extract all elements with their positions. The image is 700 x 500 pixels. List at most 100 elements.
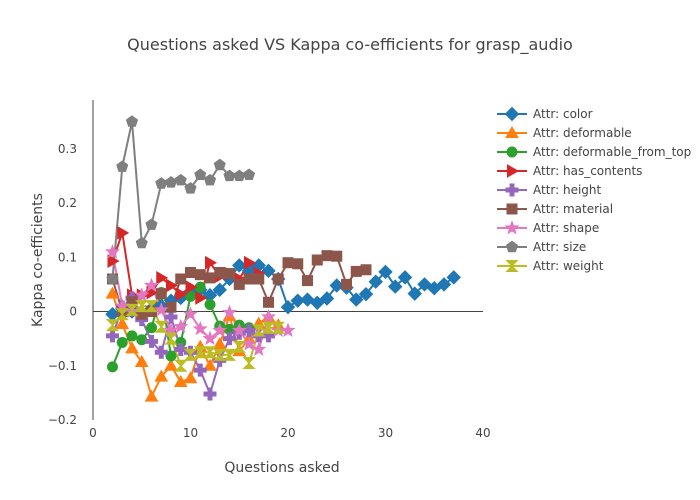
data-point: [244, 255, 257, 270]
y-tick-label: 0.2: [58, 196, 77, 210]
data-point: [319, 291, 335, 306]
legend-marker: [504, 106, 520, 122]
data-point: [185, 266, 196, 278]
legend-marker: [505, 240, 519, 253]
legend-item[interactable]: Attr: has_contents: [497, 164, 642, 178]
data-point: [341, 278, 352, 290]
data-point: [242, 357, 256, 370]
legend[interactable]: Attr: color Attr: deformable Attr: deforma…: [497, 106, 691, 273]
data-point: [212, 322, 228, 337]
data-point: [331, 250, 343, 262]
data-point: [205, 255, 218, 270]
data-point: [397, 270, 413, 285]
data-point: [125, 303, 139, 316]
data-point: [213, 158, 226, 171]
legend-label: Attr: material: [533, 202, 613, 216]
y-tick-label: 0.1: [58, 250, 77, 264]
data-point: [173, 375, 188, 388]
data-point: [203, 346, 217, 359]
legend-item[interactable]: Attr: shape: [497, 220, 599, 235]
data-point: [223, 332, 236, 346]
legend-item[interactable]: Attr: material: [497, 202, 613, 216]
data-point: [388, 279, 403, 294]
data-point: [204, 298, 216, 310]
legend-item[interactable]: Attr: color: [497, 106, 593, 122]
legend-item[interactable]: Attr: deformable_from_top: [497, 145, 691, 159]
plot-area: [104, 115, 461, 402]
data-point: [302, 275, 313, 287]
legend-label: Attr: shape: [533, 221, 599, 235]
legend-marker: [504, 220, 520, 235]
data-point: [116, 160, 129, 172]
legend-marker: [505, 183, 519, 197]
x-axis-title: Questions asked: [224, 460, 339, 476]
data-point: [368, 274, 383, 289]
data-point: [203, 173, 217, 186]
data-point: [349, 292, 364, 307]
data-point: [185, 280, 198, 294]
data-point: [311, 254, 323, 266]
data-point: [115, 316, 130, 329]
data-point: [446, 270, 461, 285]
data-point: [107, 361, 118, 373]
data-point: [105, 286, 120, 299]
y-tick-label: −0.2: [48, 413, 77, 427]
data-point: [143, 277, 160, 292]
legend-item[interactable]: Attr: height: [497, 183, 602, 197]
legend-label: Attr: has_contents: [533, 164, 642, 178]
x-tick-label: 30: [378, 426, 393, 440]
data-point: [292, 258, 304, 270]
series-markers: [107, 250, 372, 320]
data-point: [173, 318, 189, 334]
data-point: [134, 287, 150, 302]
chart-title: Questions asked VS Kappa co-efficients f…: [127, 35, 573, 55]
legend-label: Attr: weight: [533, 259, 604, 273]
legend-item[interactable]: Attr: weight: [497, 259, 604, 273]
x-tick-label: 10: [183, 426, 198, 440]
legend-label: Attr: deformable: [533, 126, 632, 140]
data-point: [106, 329, 119, 343]
legend-item[interactable]: Attr: size: [497, 240, 586, 254]
data-point: [212, 282, 227, 298]
data-point: [154, 345, 168, 359]
data-point: [126, 330, 138, 342]
data-point: [280, 299, 296, 315]
legend-marker: [505, 260, 519, 272]
data-point: [106, 272, 119, 285]
data-point: [194, 269, 206, 281]
data-point: [107, 254, 120, 268]
legend-marker: [505, 125, 519, 138]
legend-item[interactable]: Attr: deformable: [497, 125, 632, 140]
data-point: [195, 291, 208, 305]
data-point: [165, 350, 177, 362]
data-point: [272, 273, 284, 285]
data-point: [144, 300, 159, 313]
legend-label: Attr: size: [533, 240, 586, 254]
data-point: [233, 278, 245, 290]
data-point: [146, 322, 157, 334]
data-point: [407, 286, 422, 301]
data-point: [175, 287, 188, 302]
data-point: [214, 266, 226, 278]
data-point: [321, 250, 333, 262]
data-point: [194, 168, 207, 180]
data-point: [183, 348, 198, 361]
data-point: [204, 272, 216, 284]
legend-label: Attr: deformable_from_top: [533, 145, 691, 159]
data-point: [203, 387, 217, 401]
data-point: [224, 268, 235, 280]
data-point: [436, 277, 452, 292]
legend-label: Attr: color: [533, 107, 593, 121]
data-point: [175, 273, 187, 285]
data-point: [253, 273, 265, 285]
data-point: [164, 332, 178, 345]
data-point: [261, 263, 276, 279]
y-tick-label: −0.1: [48, 359, 77, 373]
legend-label: Attr: height: [533, 183, 602, 197]
data-point: [115, 308, 129, 321]
data-point: [154, 320, 168, 333]
data-point: [145, 334, 158, 348]
data-point: [263, 296, 274, 308]
data-point: [125, 341, 139, 354]
